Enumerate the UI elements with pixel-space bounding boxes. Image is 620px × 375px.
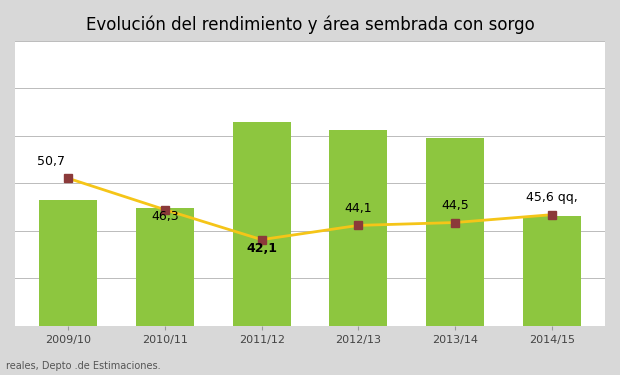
Bar — [329, 130, 388, 326]
Bar — [232, 122, 291, 326]
Text: 46,3: 46,3 — [151, 210, 179, 222]
Text: 44,1: 44,1 — [345, 202, 372, 214]
Bar — [39, 200, 97, 326]
Bar — [523, 216, 581, 326]
Text: 42,1: 42,1 — [246, 242, 277, 255]
Text: 50,7: 50,7 — [37, 154, 64, 168]
Bar — [426, 138, 484, 326]
Text: 44,5: 44,5 — [441, 199, 469, 212]
Text: reales, Depto .de Estimaciones.: reales, Depto .de Estimaciones. — [6, 361, 161, 371]
Text: 45,6 qq,: 45,6 qq, — [526, 191, 578, 204]
Bar — [136, 208, 194, 326]
Title: Evolución del rendimiento y área sembrada con sorgo: Evolución del rendimiento y área sembrad… — [86, 15, 534, 33]
